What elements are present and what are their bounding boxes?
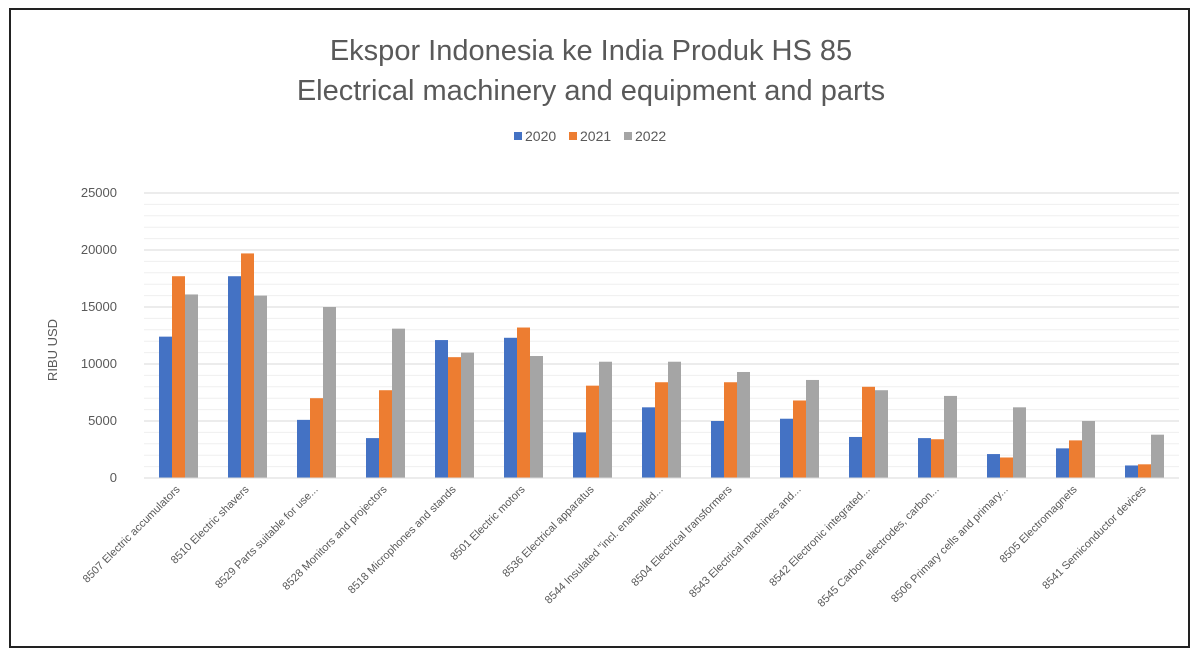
- bar-2020: [642, 407, 655, 478]
- bar-2021: [1138, 464, 1151, 478]
- bar-2021: [448, 357, 461, 478]
- bar-2020: [711, 421, 724, 478]
- bar-2021: [655, 382, 668, 478]
- chart-frame: Ekspor Indonesia ke India Produk HS 85 E…: [9, 8, 1190, 648]
- bar-2020: [987, 454, 1000, 478]
- x-category-label: 8507 Electric accumulators: [81, 483, 183, 585]
- legend-label-2022: 2022: [635, 128, 666, 144]
- bar-2022: [1151, 434, 1164, 478]
- bar-2022: [530, 356, 543, 478]
- x-category-label: 8545 Carbon electrodes, carbon...: [816, 484, 942, 610]
- bar-2020: [228, 276, 241, 478]
- bar-2020: [1056, 448, 1069, 478]
- bar-2022: [944, 395, 957, 478]
- x-category-label: 8505 Electromagnets: [998, 483, 1080, 565]
- legend: 2020 2021 2022: [514, 128, 666, 144]
- legend-label-2020: 2020: [525, 128, 556, 144]
- legend-swatch-2020: [514, 132, 522, 140]
- x-category-label: 8506 Primary cells and primary...: [889, 484, 1011, 606]
- bar-2022: [185, 294, 198, 478]
- bar-2021: [862, 386, 875, 478]
- bar-2022: [737, 371, 750, 478]
- y-axis-ticks: 0 5000 10000 15000 20000 25000: [81, 185, 117, 485]
- bar-2022: [392, 328, 405, 478]
- y-tick-label: 25000: [81, 185, 117, 200]
- bar-2022: [254, 295, 267, 478]
- x-category-label: 8501 Electric motors: [448, 483, 528, 563]
- bar-2020: [366, 438, 379, 478]
- bar-2020: [297, 419, 310, 478]
- bar-2020: [780, 418, 793, 478]
- y-tick-label: 20000: [81, 242, 117, 257]
- bars: [159, 253, 1164, 478]
- bar-2022: [323, 307, 336, 478]
- y-tick-label: 5000: [88, 413, 117, 428]
- bar-2021: [241, 253, 254, 478]
- bar-2021: [517, 327, 530, 478]
- legend-label-2021: 2021: [580, 128, 611, 144]
- bar-2020: [573, 432, 586, 478]
- chart-title: Ekspor Indonesia ke India Produk HS 85: [330, 35, 852, 67]
- bar-2021: [586, 385, 599, 478]
- bar-2022: [806, 379, 819, 478]
- x-category-label: 8518 Microphones and stands: [346, 483, 459, 596]
- bar-2020: [504, 337, 517, 478]
- y-axis-label: RIBU USD: [45, 319, 60, 381]
- bar-2022: [1013, 407, 1026, 478]
- bar-2022: [1082, 421, 1095, 478]
- bar-2020: [159, 336, 172, 478]
- legend-swatch-2022: [624, 132, 632, 140]
- x-category-label: 8544 Insulated "incl. enamelled...: [543, 484, 666, 607]
- x-category-label: 8510 Electric shavers: [169, 483, 252, 566]
- y-tick-label: 0: [110, 470, 117, 485]
- x-category-label: 8543 Electrical machines and...: [687, 484, 804, 601]
- bar-2021: [379, 390, 392, 478]
- bar-2021: [310, 398, 323, 478]
- bar-2021: [793, 400, 806, 478]
- bar-2021: [172, 276, 185, 478]
- legend-swatch-2021: [569, 132, 577, 140]
- bar-2021: [724, 382, 737, 478]
- bar-2020: [918, 438, 931, 478]
- bar-2022: [599, 361, 612, 478]
- bar-2021: [1000, 457, 1013, 478]
- bar-2022: [875, 390, 888, 478]
- bar-2020: [849, 436, 862, 478]
- bar-chart: Ekspor Indonesia ke India Produk HS 85 E…: [45, 35, 1179, 610]
- bar-2020: [435, 340, 448, 478]
- bar-2021: [931, 439, 944, 478]
- bar-2022: [668, 361, 681, 478]
- bar-2020: [1125, 465, 1138, 478]
- chart-subtitle: Electrical machinery and equipment and p…: [297, 75, 885, 107]
- bar-2022: [461, 352, 474, 478]
- y-tick-label: 10000: [81, 356, 117, 371]
- bar-2021: [1069, 440, 1082, 478]
- y-tick-label: 15000: [81, 299, 117, 314]
